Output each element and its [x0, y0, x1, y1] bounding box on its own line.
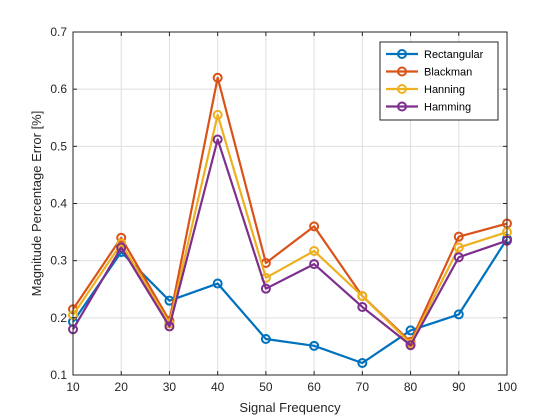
data-point-hamming: [164, 321, 175, 332]
legend-label-rectangular: Rectangular: [424, 49, 484, 61]
x-axis-label: Signal Frequency: [239, 400, 341, 415]
x-tick-label: 20: [115, 380, 129, 394]
y-tick-label: 0.5: [50, 139, 67, 153]
data-point-hamming: [212, 134, 223, 145]
series-line-rectangular: [72, 238, 508, 365]
data-point-hamming: [357, 301, 368, 312]
y-tick-label: 0.4: [50, 197, 67, 211]
x-tick-label: 70: [356, 380, 370, 394]
series-line-hamming: [72, 138, 508, 347]
legend-label-hamming: Hamming: [424, 102, 471, 114]
series-hanning: [68, 109, 512, 349]
data-point-rectangular: [405, 325, 416, 336]
legend: Rectangular Blackman Hanning Hamming: [379, 41, 499, 121]
axis-ticks: 10 20 30 40 50 60 70 80 90 100 0.1 0.2 0.3 0.4 0.5 0.6 0…: [50, 25, 517, 394]
x-tick-label: 10: [66, 380, 80, 394]
x-tick-label: 100: [497, 380, 517, 394]
data-point-hanning: [357, 291, 368, 302]
data-point-hamming: [453, 252, 464, 263]
x-tick-label: 40: [211, 380, 225, 394]
y-tick-label: 0.2: [50, 311, 67, 325]
data-point-rectangular: [260, 333, 271, 344]
series-line-hanning: [72, 113, 508, 345]
y-tick-label: 0.6: [50, 82, 67, 96]
data-point-hamming: [309, 259, 320, 270]
data-point-hanning: [309, 245, 320, 256]
data-point-blackman: [309, 221, 320, 232]
data-point-hamming: [405, 340, 416, 351]
y-axis-label: Magnitude Percentage Error [%]: [29, 111, 44, 297]
data-point-blackman: [453, 231, 464, 242]
x-tick-label: 90: [452, 380, 466, 394]
data-point-rectangular: [357, 357, 368, 368]
x-tick-label: 50: [259, 380, 273, 394]
series-layer: [68, 72, 512, 368]
series-line-blackman: [72, 76, 508, 343]
legend-label-blackman: Blackman: [424, 67, 472, 79]
data-point-rectangular: [453, 309, 464, 320]
legend-label-hanning: Hanning: [424, 84, 465, 96]
data-point-hanning: [212, 109, 223, 120]
legend-marker-blackman: [397, 66, 407, 77]
data-point-hamming: [260, 283, 271, 294]
x-tick-label: 60: [307, 380, 321, 394]
data-point-blackman: [212, 72, 223, 83]
legend-marker-rectangular: [397, 49, 407, 59]
y-tick-label: 0.1: [50, 368, 67, 382]
data-point-blackman: [116, 232, 127, 243]
legend-marker-hamming: [397, 101, 407, 112]
y-tick-label: 0.7: [50, 25, 67, 39]
x-tick-label: 30: [163, 380, 177, 394]
legend-marker-hanning: [397, 84, 407, 94]
data-point-rectangular: [212, 278, 223, 289]
data-point-hamming: [116, 242, 127, 253]
x-tick-label: 80: [404, 380, 418, 394]
data-point-rectangular: [309, 340, 320, 351]
y-tick-label: 0.3: [50, 254, 67, 268]
data-point-hanning: [453, 242, 464, 253]
